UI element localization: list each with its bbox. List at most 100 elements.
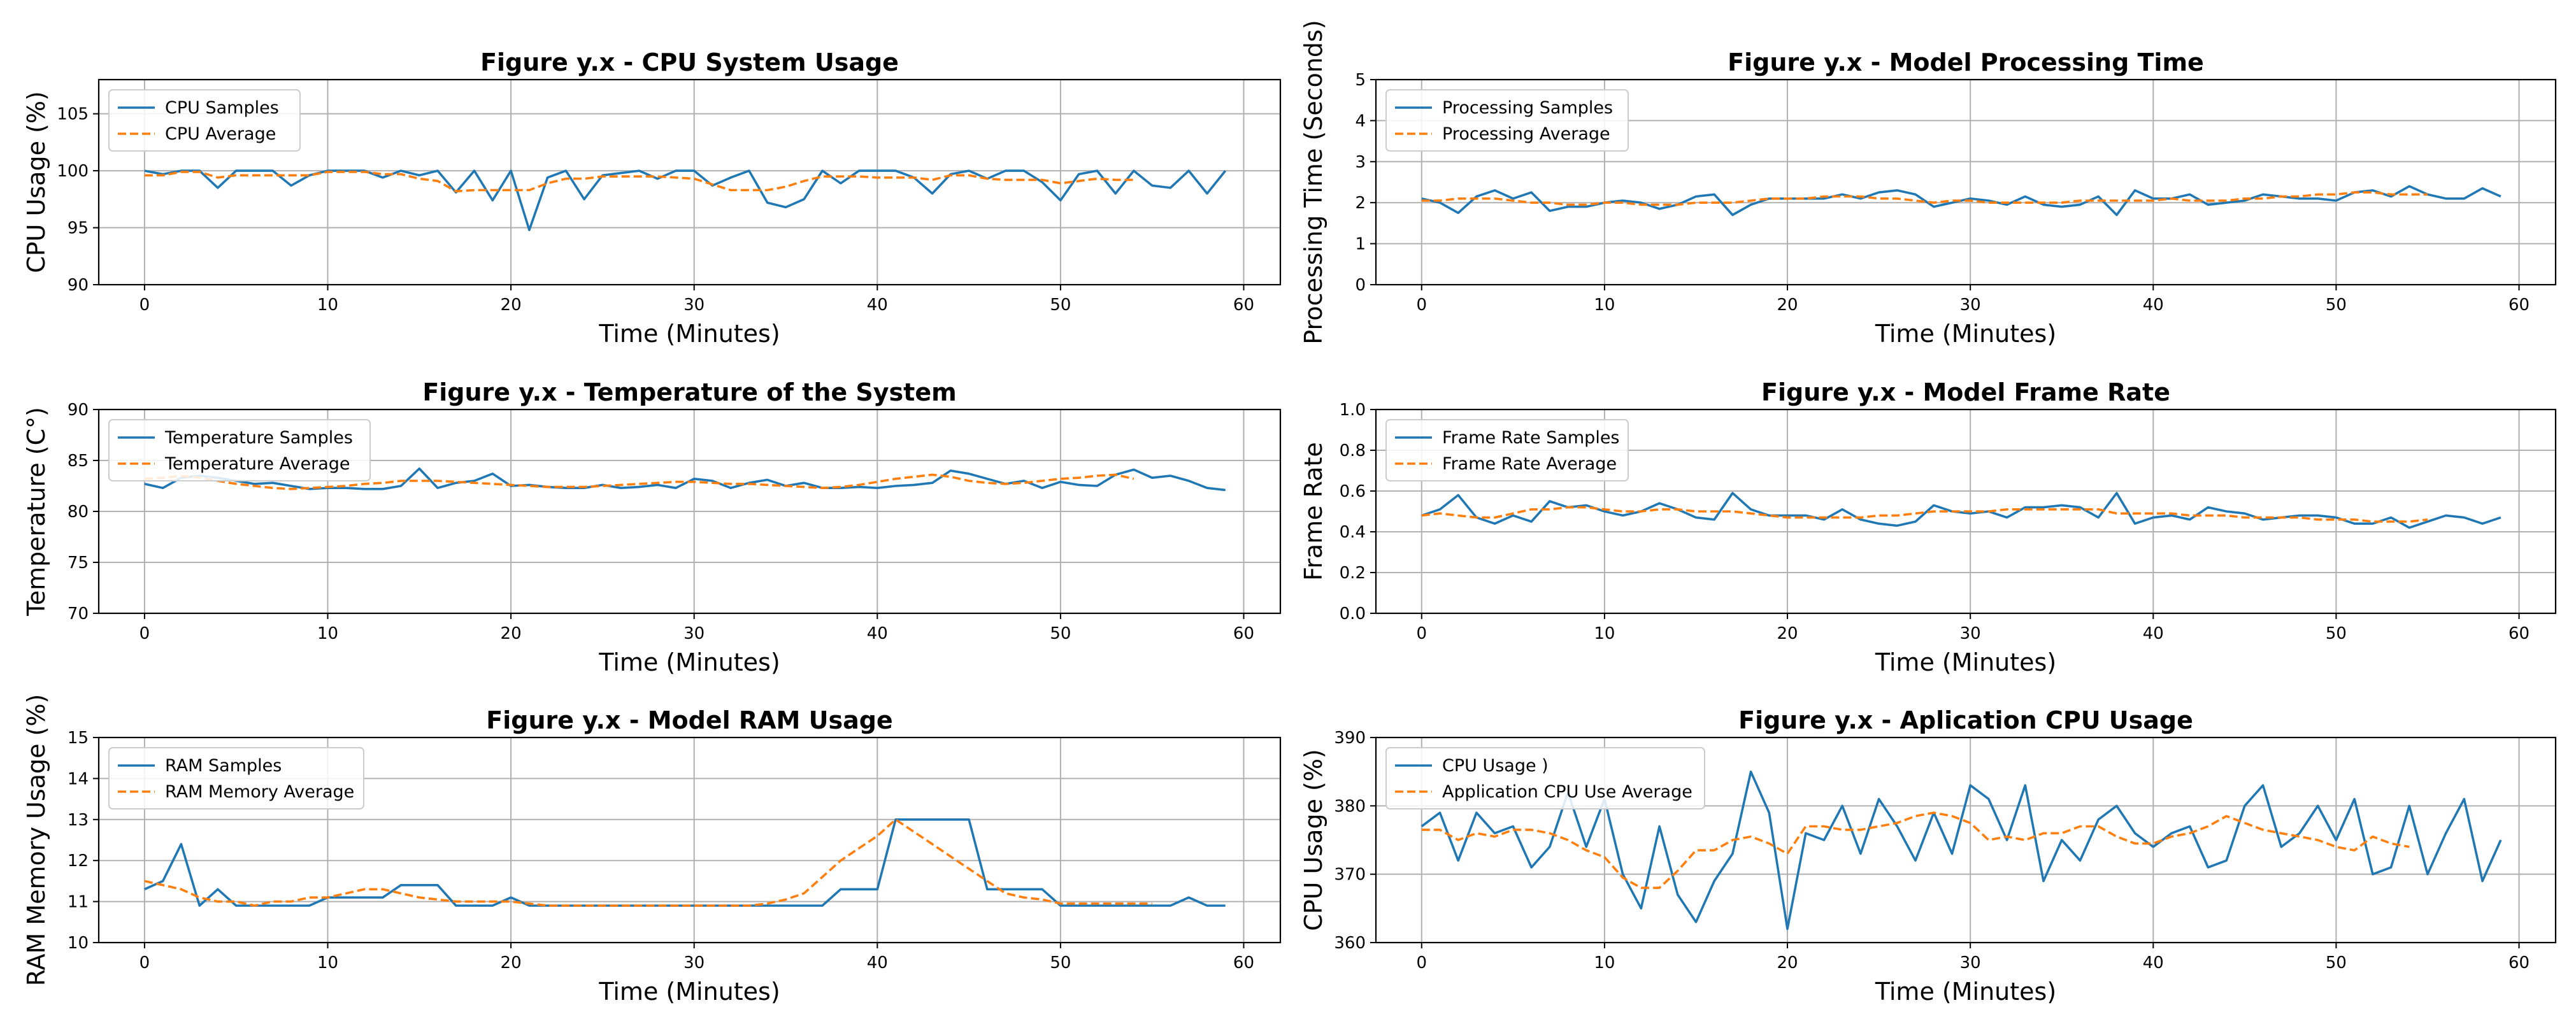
y-tick-label: 15 (68, 729, 89, 748)
chart-panel-3: 0 10 20 30 40 50 60 70 75 80 85 90 Figure y.x - Temp… (22, 378, 1282, 676)
x-tick-label: 0 (1417, 296, 1428, 315)
y-tick-label: 0.8 (1340, 441, 1366, 460)
y-tick-label: 0.4 (1340, 523, 1366, 542)
x-tick-label: 0 (140, 296, 150, 315)
y-axis-label: CPU Usage (%) (1299, 749, 1327, 931)
legend-label: RAM Memory Average (165, 782, 354, 802)
y-tick-label: 14 (68, 769, 89, 788)
y-tick-label: 370 (1334, 866, 1366, 885)
y-tick-label: 3 (1355, 153, 1366, 172)
x-tick-label: 50 (2326, 296, 2347, 315)
x-tick-label: 60 (2508, 296, 2529, 315)
legend-label: Processing Average (1442, 124, 1610, 144)
y-tick-label: 90 (68, 276, 89, 295)
legend: Frame Rate Samples Frame Rate Average (1385, 419, 1629, 481)
x-tick-label: 60 (1233, 624, 1254, 643)
x-tick-label: 40 (867, 296, 888, 315)
y-tick-label: 390 (1334, 729, 1366, 748)
series-line-samples (1421, 492, 2501, 529)
series-line-average (1421, 191, 2428, 206)
series-line-average (1421, 506, 2428, 523)
x-tick-label: 60 (2508, 624, 2529, 643)
chart-title: Figure y.x - CPU System Usage (480, 48, 899, 76)
x-axis-label: Time (Minutes) (1875, 978, 2056, 1006)
chart-panel-6: 0 10 20 30 40 50 60 360 370 380 390 Figure y.x - Ap… (1299, 706, 2557, 1006)
legend-label: CPU Average (165, 124, 276, 144)
x-tick-label: 10 (1594, 624, 1615, 643)
x-tick-label: 60 (1233, 953, 1254, 973)
x-tick-label: 40 (867, 953, 888, 973)
legend-box (108, 89, 301, 152)
x-tick-label: 10 (317, 296, 338, 315)
y-tick-label: 2 (1355, 194, 1366, 213)
x-tick-label: 10 (317, 624, 338, 643)
x-tick-label: 60 (1233, 296, 1254, 315)
x-tick-label: 20 (501, 624, 522, 643)
legend-label: Temperature Samples (164, 428, 353, 448)
y-axis-label: Temperature (C°) (22, 407, 50, 616)
legend-label: Frame Rate Samples (1442, 428, 1620, 448)
y-tick-label: 70 (68, 604, 89, 624)
x-tick-label: 40 (2143, 624, 2164, 643)
x-tick-label: 0 (140, 624, 150, 643)
x-tick-label: 60 (2508, 953, 2529, 973)
x-tick-label: 40 (2143, 953, 2164, 973)
x-tick-label: 40 (2143, 296, 2164, 315)
legend-box (1385, 419, 1629, 481)
x-tick-label: 10 (1594, 953, 1615, 973)
x-tick-label: 50 (1050, 624, 1071, 643)
series-line-average (144, 171, 1134, 193)
x-tick-label: 30 (1960, 624, 1981, 643)
x-axis-label: Time (Minutes) (598, 648, 780, 676)
x-tick-label: 0 (1417, 953, 1428, 973)
y-tick-label: 11 (68, 893, 89, 912)
legend: CPU Samples CPU Average (108, 89, 301, 152)
plot-frame (97, 736, 1282, 944)
plot-frame (1375, 408, 2557, 615)
x-tick-label: 30 (683, 624, 705, 643)
y-axis-label: Processing Time (Seconds) (1299, 20, 1327, 344)
series-line-samples (1421, 185, 2501, 217)
series-line-samples (144, 467, 1226, 492)
chart-title: Figure y.x - Aplication CPU Usage (1738, 706, 2193, 734)
y-axis-label: RAM Memory Usage (%) (22, 694, 50, 987)
y-tick-label: 5 (1355, 71, 1366, 90)
legend-label: RAM Samples (165, 756, 282, 776)
legend-box (1385, 89, 1629, 152)
y-axis-label: Frame Rate (1299, 442, 1327, 581)
x-tick-label: 30 (683, 953, 705, 973)
x-tick-label: 20 (501, 296, 522, 315)
x-tick-label: 0 (1417, 624, 1428, 643)
legend: Processing Samples Processing Average (1385, 89, 1629, 152)
chart-title: Figure y.x - Temperature of the System (422, 378, 956, 406)
y-tick-label: 105 (57, 105, 89, 124)
legend-label: Temperature Average (164, 454, 350, 474)
y-tick-label: 90 (68, 401, 89, 420)
x-tick-label: 40 (867, 624, 888, 643)
y-tick-label: 100 (57, 162, 89, 181)
y-tick-label: 95 (68, 219, 89, 238)
legend-box (1385, 747, 1705, 809)
x-axis-label: Time (Minutes) (1875, 648, 2056, 676)
series-line-average (144, 473, 1134, 490)
chart-panel-1: 0 10 20 30 40 50 60 90 95 100 105 Figure y.x - CPU … (22, 48, 1282, 348)
y-tick-label: 13 (68, 811, 89, 830)
x-tick-label: 20 (501, 953, 522, 973)
x-tick-label: 30 (683, 296, 705, 315)
x-tick-label: 30 (1960, 296, 1981, 315)
x-tick-label: 20 (1777, 953, 1798, 973)
y-tick-label: 85 (68, 452, 89, 471)
chart-panel-5: 0 10 20 30 40 50 60 10 11 12 13 14 15 Figure y.x - Mo… (22, 694, 1282, 1006)
y-tick-label: 0.2 (1340, 564, 1366, 583)
y-axis-label: CPU Usage (%) (22, 91, 50, 273)
series-line-average (1421, 811, 2410, 889)
series-line-average (144, 818, 1152, 907)
chart-panel-2: 0 10 20 30 40 50 60 0 1 2 3 4 5 Figure y.x - Model Pr… (1299, 20, 2557, 348)
y-tick-label: 1.0 (1340, 401, 1366, 420)
plot-frame (1375, 78, 2557, 286)
legend: Temperature Samples Temperature Average (108, 419, 371, 481)
y-tick-label: 80 (68, 502, 89, 522)
x-tick-label: 50 (2326, 624, 2347, 643)
x-tick-label: 20 (1777, 624, 1798, 643)
